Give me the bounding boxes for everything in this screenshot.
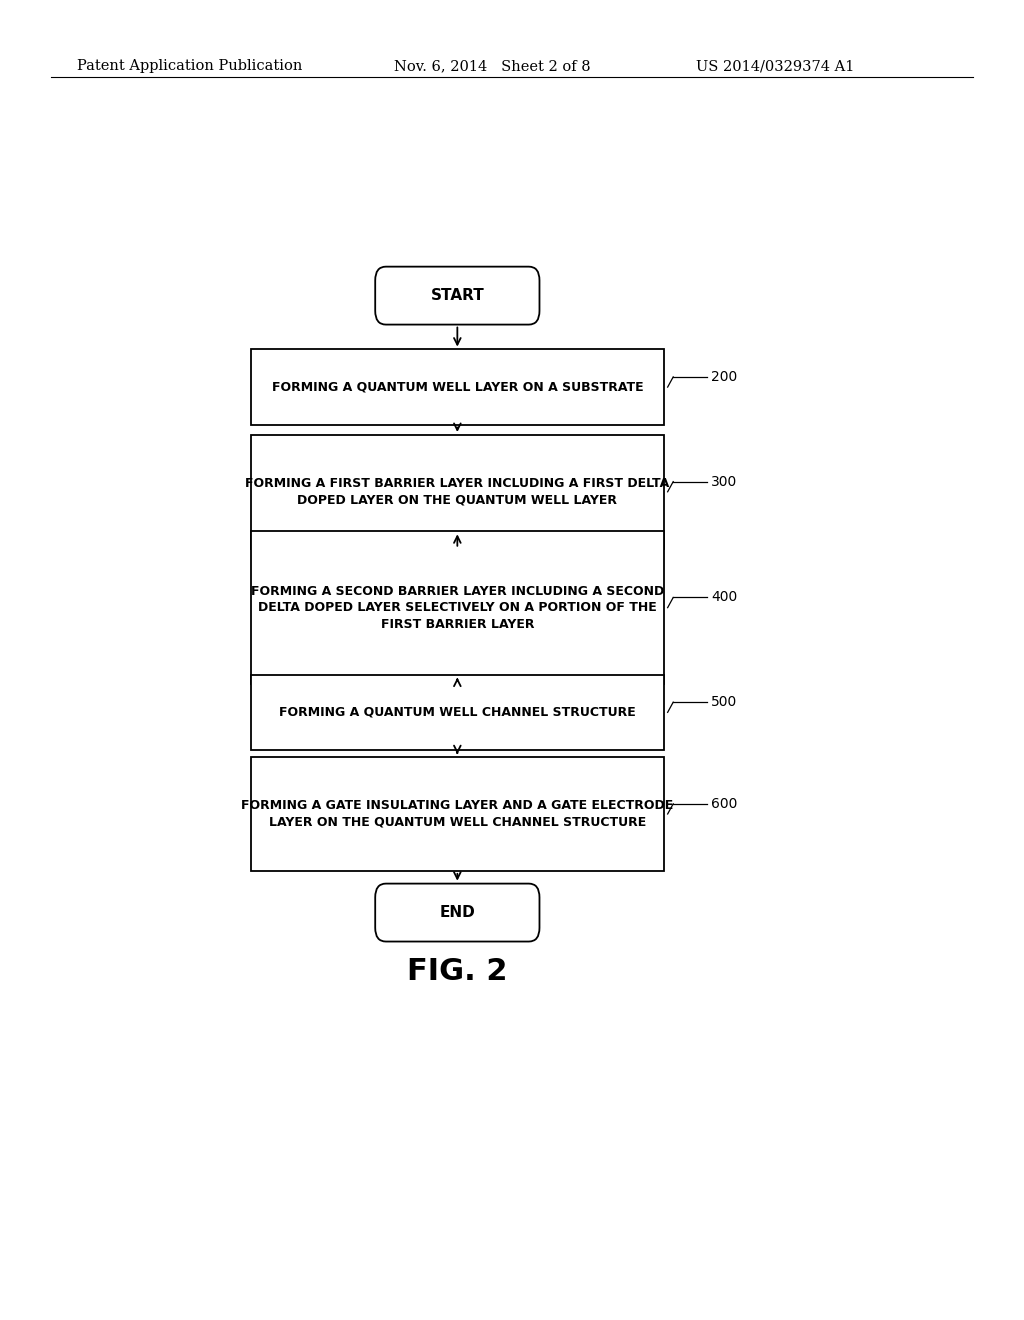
Text: Patent Application Publication: Patent Application Publication — [77, 59, 302, 74]
Bar — [251, 532, 664, 684]
Text: FORMING A QUANTUM WELL LAYER ON A SUBSTRATE: FORMING A QUANTUM WELL LAYER ON A SUBSTR… — [271, 380, 643, 393]
Bar — [251, 758, 664, 871]
Text: FORMING A SECOND BARRIER LAYER INCLUDING A SECOND
DELTA DOPED LAYER SELECTIVELY : FORMING A SECOND BARRIER LAYER INCLUDING… — [251, 585, 664, 631]
Bar — [251, 434, 664, 549]
Bar — [251, 350, 664, 425]
Bar — [251, 675, 664, 750]
Text: Nov. 6, 2014   Sheet 2 of 8: Nov. 6, 2014 Sheet 2 of 8 — [394, 59, 591, 74]
FancyBboxPatch shape — [375, 267, 540, 325]
FancyBboxPatch shape — [375, 883, 540, 941]
Text: 500: 500 — [712, 696, 737, 709]
Text: START: START — [430, 288, 484, 304]
Text: US 2014/0329374 A1: US 2014/0329374 A1 — [696, 59, 855, 74]
Text: FORMING A FIRST BARRIER LAYER INCLUDING A FIRST DELTA
DOPED LAYER ON THE QUANTUM: FORMING A FIRST BARRIER LAYER INCLUDING … — [245, 477, 670, 507]
Text: FIG. 2: FIG. 2 — [408, 957, 508, 986]
Text: 400: 400 — [712, 590, 737, 605]
Text: 600: 600 — [712, 797, 737, 810]
Text: END: END — [439, 906, 475, 920]
Text: FORMING A QUANTUM WELL CHANNEL STRUCTURE: FORMING A QUANTUM WELL CHANNEL STRUCTURE — [279, 706, 636, 719]
Text: 300: 300 — [712, 475, 737, 488]
Text: 200: 200 — [712, 370, 737, 384]
Text: FORMING A GATE INSULATING LAYER AND A GATE ELECTRODE
LAYER ON THE QUANTUM WELL C: FORMING A GATE INSULATING LAYER AND A GA… — [242, 799, 674, 829]
